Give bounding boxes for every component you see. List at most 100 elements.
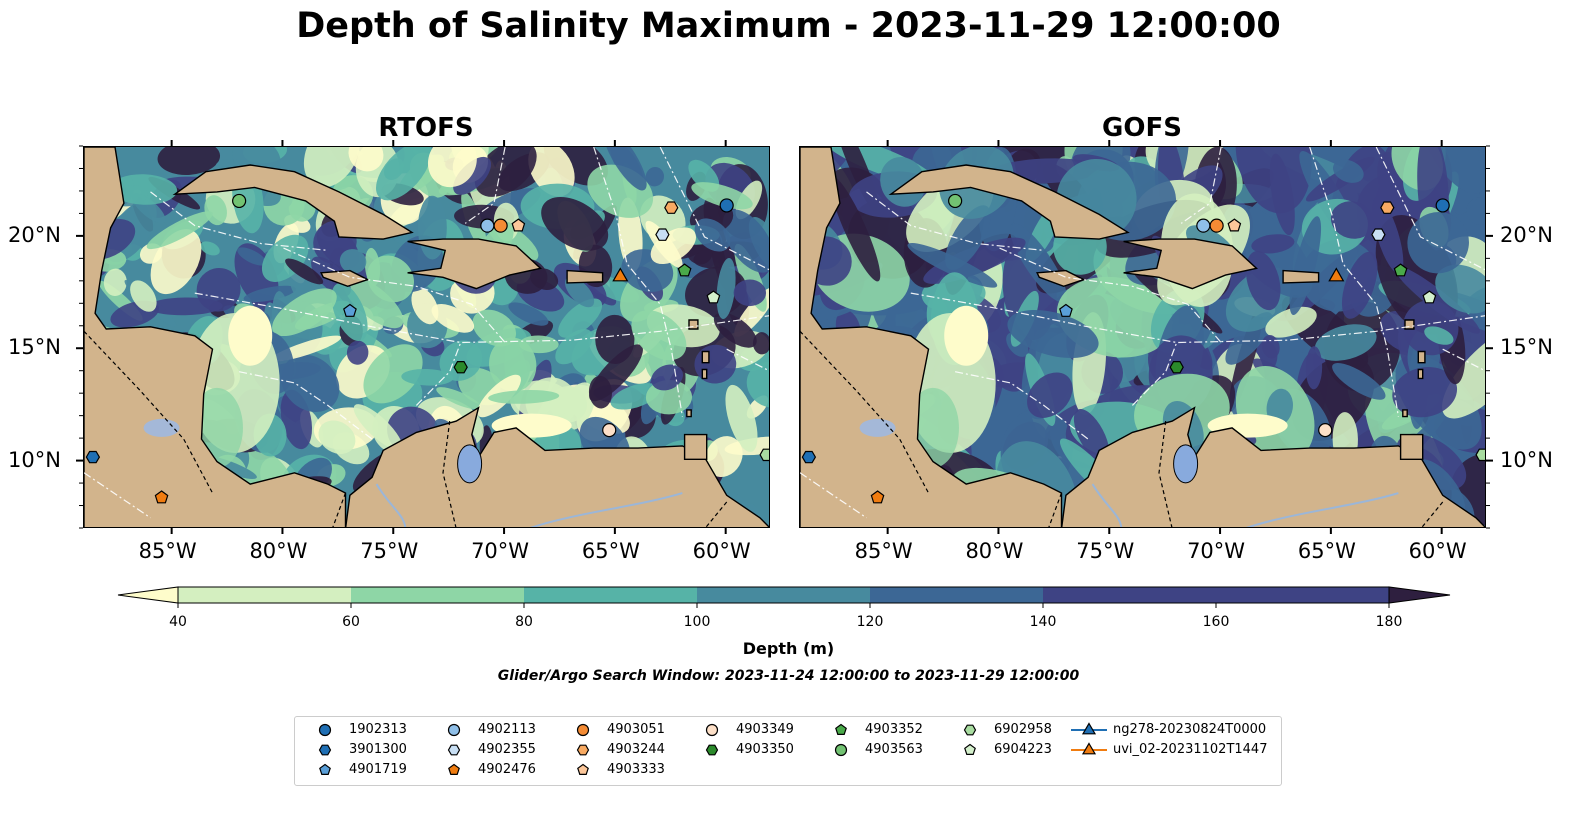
colorbar-segment xyxy=(524,587,698,603)
legend-marker-hexagon xyxy=(705,744,719,756)
marker-uvi_02-20231102T1447 xyxy=(1328,267,1345,282)
marker-4903563 xyxy=(948,193,963,209)
marker-4903563 xyxy=(232,193,247,209)
marker-3901300 xyxy=(801,450,817,464)
marker-6902958 xyxy=(759,448,769,462)
colorbar-segment xyxy=(178,587,352,603)
panel-title-rtofs: RTOFS xyxy=(378,113,474,143)
legend-marker-hexagon xyxy=(963,724,977,736)
colorbar-tick-label: 40 xyxy=(169,614,187,630)
x-tick-label: 80°W xyxy=(965,539,1024,563)
legend-item-ng278-20230824T0000: ng278-20230824T0000 xyxy=(1069,721,1279,739)
y-tick-label-left: 20°N xyxy=(8,222,61,247)
marker-4903352 xyxy=(677,263,692,277)
colorbar-segment xyxy=(870,587,1044,603)
legend-label: 4901719 xyxy=(349,762,407,777)
y-tick-label-right: 10°N xyxy=(1500,447,1553,472)
marker-4903352 xyxy=(1393,263,1408,277)
marker-4903333 xyxy=(511,218,526,232)
legend-symbol xyxy=(318,723,332,737)
colorbar-label: Depth (m) xyxy=(742,639,835,658)
x-tick-label: 75°W xyxy=(360,539,419,563)
colorbar-tick-label: 180 xyxy=(1375,614,1403,630)
marker-4903349 xyxy=(1318,423,1333,438)
legend-symbol xyxy=(447,744,461,756)
marker-4903244 xyxy=(1380,201,1395,214)
marker-1902313 xyxy=(1435,198,1450,213)
marker-4901719 xyxy=(1059,303,1073,317)
marker-4901719 xyxy=(343,303,357,317)
marker-4903244 xyxy=(664,201,679,214)
legend-label: 4902355 xyxy=(478,742,536,757)
marker-6902958 xyxy=(1475,448,1485,462)
lake-maracaibo xyxy=(457,444,483,484)
legend-label: 4903352 xyxy=(865,722,923,737)
legend-marker-pentagon xyxy=(964,743,976,755)
legend-item-4903051: 4903051 xyxy=(563,721,683,739)
lake-nicaragua xyxy=(143,418,180,437)
legend-item-4903333: 4903333 xyxy=(563,761,683,779)
legend-label: 4903051 xyxy=(607,722,665,737)
x-tick-label: 60°W xyxy=(692,539,751,563)
country-borders xyxy=(84,330,728,527)
marker-4903051 xyxy=(1209,218,1224,233)
legend-symbol xyxy=(447,723,461,737)
x-tick-label: 70°W xyxy=(471,539,530,563)
x-tick-label: 65°W xyxy=(581,539,640,563)
legend-marker-circle xyxy=(834,743,848,757)
legend-marker-pentagon xyxy=(577,763,589,775)
marker-4902355 xyxy=(655,228,670,241)
marker-4902476 xyxy=(870,490,885,504)
legend-label: 4903333 xyxy=(607,762,665,777)
x-tick-label: 70°W xyxy=(1187,539,1246,563)
legend-label: 4903244 xyxy=(607,742,665,757)
legend-marker-circle xyxy=(318,723,332,737)
legend-marker-hexagon xyxy=(576,744,590,756)
legend-marker-hexagon xyxy=(318,744,332,756)
legend-symbol xyxy=(963,724,977,736)
legend-label: uvi_02-20231102T1447 xyxy=(1113,742,1268,757)
legend-marker-pentagon xyxy=(835,723,847,735)
colorbar-tick-label: 140 xyxy=(1029,614,1057,630)
legend-symbol xyxy=(1081,742,1097,755)
marker-3901300 xyxy=(85,450,101,464)
legend-item-4903563: 4903563 xyxy=(821,741,941,759)
colorbar-frame xyxy=(177,586,1390,604)
legend-symbol xyxy=(834,743,848,757)
legend-item-4903244: 4903244 xyxy=(563,741,683,759)
marker-4903333 xyxy=(1227,218,1242,232)
legend-label: 4903350 xyxy=(736,742,794,757)
legend-marker-circle xyxy=(576,723,590,737)
legend-symbol xyxy=(577,763,589,775)
legend-item-6904223: 6904223 xyxy=(950,741,1070,759)
float-markers xyxy=(801,193,1485,504)
legend-label: 4902476 xyxy=(478,762,536,777)
colorbar-segment xyxy=(351,587,525,603)
panel-title-gofs: GOFS xyxy=(1102,113,1182,143)
legend-symbol xyxy=(319,763,331,775)
legend-label: 4903563 xyxy=(865,742,923,757)
colorbar-tick-label: 60 xyxy=(342,614,360,630)
marker-4903349 xyxy=(602,423,617,438)
legend-symbol xyxy=(705,744,719,756)
x-tick-label: 75°W xyxy=(1076,539,1135,563)
legend-marker-triangle xyxy=(1071,742,1107,755)
legend-marker-triangle xyxy=(1071,722,1107,735)
colorbar-tick-label: 120 xyxy=(856,614,884,630)
y-tick-label-right: 20°N xyxy=(1500,222,1553,247)
legend-symbol xyxy=(448,763,460,775)
marker-6904223 xyxy=(706,290,721,304)
x-tick-label: 65°W xyxy=(1297,539,1356,563)
legend-marker-hexagon xyxy=(447,744,461,756)
y-tick-label-right: 15°N xyxy=(1500,335,1553,360)
marker-1902313 xyxy=(719,198,734,213)
legend-item-6902958: 6902958 xyxy=(950,721,1070,739)
float-markers xyxy=(85,193,769,504)
eez-lines xyxy=(84,147,769,519)
legend-item-4902355: 4902355 xyxy=(434,741,554,759)
legend-item-4902113: 4902113 xyxy=(434,721,554,739)
legend-item-1902313: 1902313 xyxy=(305,721,425,739)
legend-item-4903349: 4903349 xyxy=(692,721,812,739)
